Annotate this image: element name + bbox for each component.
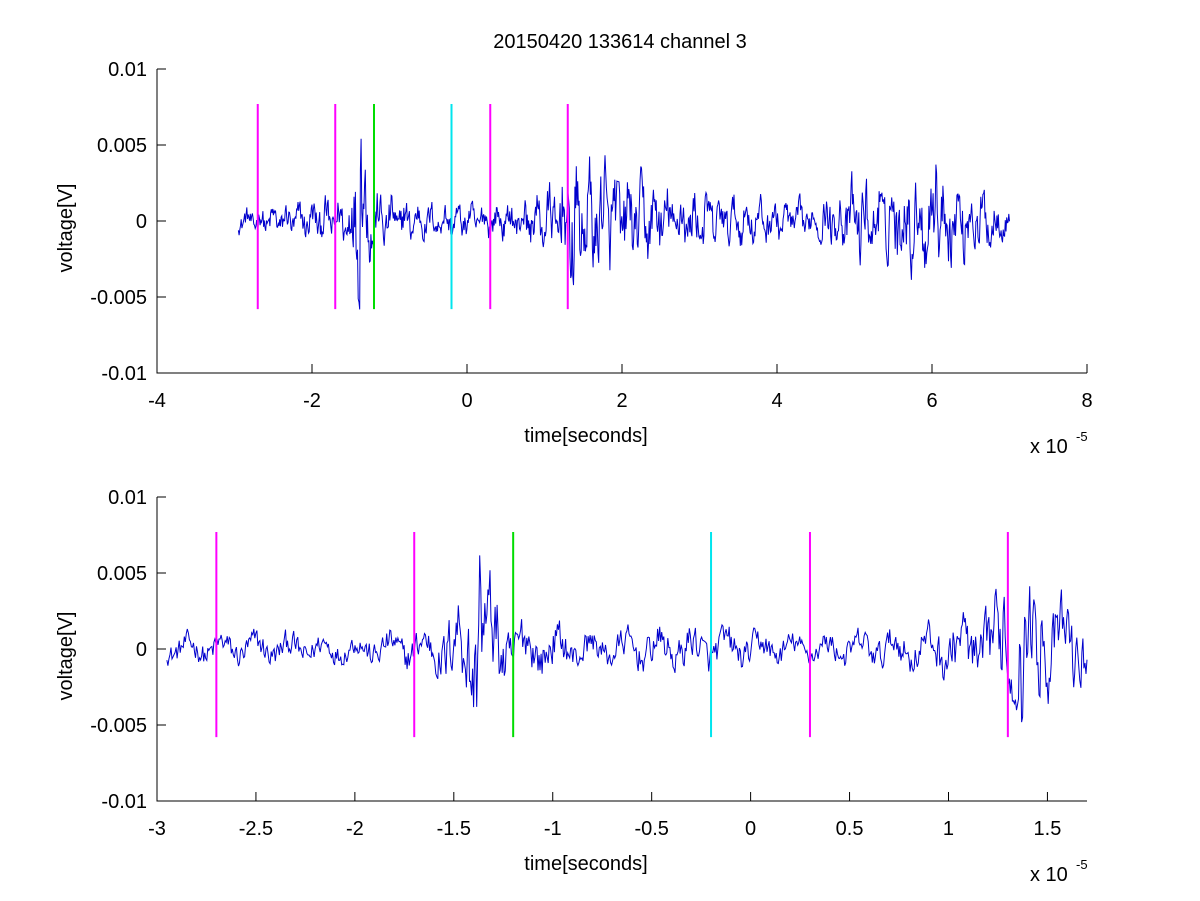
x-tick-label: 1	[943, 818, 954, 840]
x-exponent-value: -5	[1076, 429, 1088, 444]
x-tick-label: -1.5	[437, 818, 471, 840]
x-exponent-label: x 10	[1030, 436, 1068, 458]
y-tick-label: 0	[136, 639, 147, 661]
x-tick-label: 6	[926, 390, 937, 412]
y-tick-label: 0.005	[97, 563, 147, 585]
x-tick-label: -1	[544, 818, 562, 840]
bottom-plot: -0.01 -0.005 0 0.005 0.01 -3 -2.5 -2 -1.5 -1 -0.5 0…	[55, 487, 1088, 886]
y-tick-label: -0.01	[101, 363, 147, 385]
x-tick-label: -2.5	[239, 818, 273, 840]
x-tick-label: -3	[148, 818, 166, 840]
x-tick-label: -2	[346, 818, 364, 840]
y-tick-label: 0	[136, 211, 147, 233]
x-exponent-value: -5	[1076, 857, 1088, 872]
x-tick-label: 1.5	[1034, 818, 1062, 840]
x-exponent-label: x 10	[1030, 864, 1068, 886]
x-tick-label: 0	[745, 818, 756, 840]
y-tick-label: -0.01	[101, 791, 147, 813]
top-plot: -0.01 -0.005 0 0.005 0.01 -4 -2 0 2 4 6 8 time[secon…	[55, 59, 1093, 458]
axes-frame	[156, 497, 1087, 802]
signal-trace	[237, 138, 1010, 310]
y-axis-label: voltage[V]	[55, 184, 77, 273]
y-tick-label: 0.01	[108, 59, 147, 81]
x-axis-label: time[seconds]	[524, 425, 647, 447]
y-axis-label: voltage[V]	[55, 612, 77, 701]
figure-title: 20150420 133614 channel 3	[493, 31, 747, 53]
x-tick-label: 0.5	[836, 818, 864, 840]
y-tick-label: -0.005	[90, 715, 147, 737]
x-tick-label: 0	[461, 390, 472, 412]
x-tick-label: 2	[616, 390, 627, 412]
x-tick-label: -2	[303, 390, 321, 412]
y-tick-label: 0.01	[108, 487, 147, 509]
y-tick-label: 0.005	[97, 135, 147, 157]
x-tick-label: 8	[1081, 390, 1092, 412]
x-tick-label: 4	[771, 390, 782, 412]
x-tick-label: -4	[148, 390, 166, 412]
y-tick-label: -0.005	[90, 287, 147, 309]
x-axis-label: time[seconds]	[524, 853, 647, 875]
x-tick-label: -0.5	[634, 818, 668, 840]
signal-trace	[166, 555, 1088, 723]
